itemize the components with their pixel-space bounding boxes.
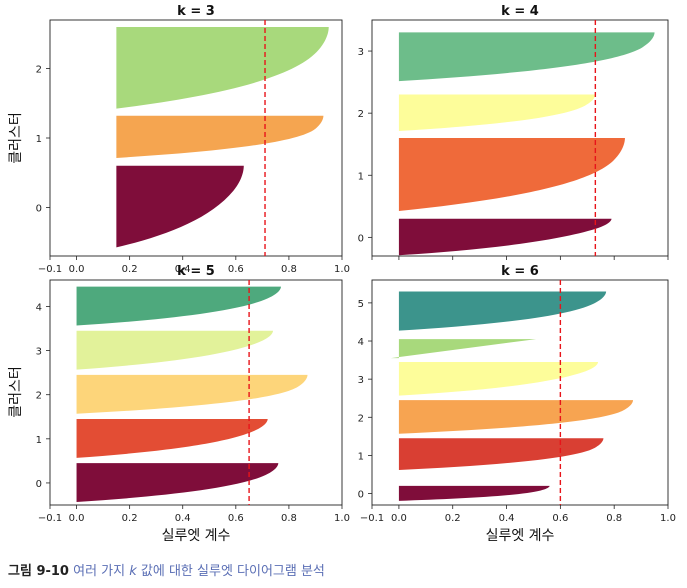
- caption-text-1: 여러 가지: [73, 564, 126, 579]
- x-tick-label: 0.2: [445, 513, 461, 524]
- cluster-4-silhouette: [390, 339, 537, 359]
- x-tick-label: 0.2: [122, 264, 138, 275]
- y-axis-label: 클러스터: [8, 366, 24, 418]
- y-tick-label: 2: [358, 413, 364, 424]
- x-tick-label: −0.1: [360, 513, 384, 524]
- y-tick-label: 0: [358, 233, 364, 244]
- cluster-0-silhouette: [76, 463, 279, 503]
- cluster-0-silhouette: [385, 218, 612, 256]
- figure-caption: 그림 9-10 여러 가지 k 값에 대한 실루엣 다이어그램 분석: [8, 560, 325, 579]
- x-tick-label: 0.0: [391, 513, 407, 524]
- x-axis-label: 실루엣 계수: [162, 528, 231, 544]
- cluster-2-silhouette: [398, 400, 634, 435]
- cluster-3-silhouette: [68, 330, 273, 371]
- x-tick-label: 0.0: [69, 513, 85, 524]
- caption-k: k: [129, 564, 137, 579]
- cluster-5-silhouette: [398, 291, 607, 332]
- x-tick-label: 0.0: [69, 264, 85, 275]
- x-tick-label: −0.1: [38, 264, 62, 275]
- x-tick-label: 0.4: [175, 264, 191, 275]
- cluster-3-silhouette: [398, 32, 655, 83]
- cluster-2-silhouette: [116, 26, 329, 111]
- plot-frame: [371, 279, 669, 506]
- cluster-4-silhouette: [76, 286, 281, 327]
- y-tick-label: 0: [36, 203, 42, 214]
- panel-2: k = 4 0 1 2 3: [358, 4, 669, 260]
- y-tick-label: 1: [36, 134, 42, 145]
- y-tick-label: 2: [358, 109, 364, 120]
- x-tick-label: 1.0: [660, 513, 676, 524]
- panel-title: k = 6: [501, 264, 539, 279]
- y-tick-label: 3: [36, 347, 42, 358]
- y-tick-label: 0: [358, 490, 364, 501]
- x-tick-label: 1.0: [334, 513, 350, 524]
- caption-number: 그림 9-10: [8, 564, 69, 579]
- cluster-1-silhouette: [398, 138, 625, 213]
- cluster-0-silhouette: [63, 165, 244, 250]
- y-axis-label: 클러스터: [8, 112, 24, 164]
- panel-4: k = 6 0 1 2 3 4 5 −0.1 0.0 0.2 0.4 0.6 0.8 1.0: [358, 264, 676, 524]
- x-tick-label: 0.4: [499, 513, 515, 524]
- y-tick-label: 1: [358, 451, 364, 462]
- plot-frame: [49, 279, 343, 506]
- y-tick-label: 1: [36, 435, 42, 446]
- x-tick-label: 0.6: [552, 513, 568, 524]
- panel-1: k = 3 0 1 2 −0.1 0.0 0.2 0.4 0.6 0.8 1.0: [36, 4, 350, 275]
- x-tick-label: 0.2: [122, 513, 138, 524]
- panel-3: k = 5 0 1 2 3 4 −0.1 0.0 0.2 0.4 0.6 0.8 1.0: [36, 264, 350, 524]
- cluster-1-silhouette: [71, 418, 268, 459]
- x-tick-label: 1.0: [334, 264, 350, 275]
- y-tick-label: 4: [358, 337, 364, 348]
- panel-title: k = 3: [177, 4, 215, 19]
- x-axis-label: 실루엣 계수: [486, 528, 555, 544]
- plot-frame: [371, 19, 669, 257]
- cluster-2-silhouette: [76, 374, 308, 415]
- x-tick-label: 0.8: [281, 264, 297, 275]
- x-tick-label: 0.6: [228, 513, 244, 524]
- panel-title: k = 4: [501, 4, 539, 19]
- y-tick-label: 2: [36, 391, 42, 402]
- x-tick-label: 0.6: [228, 264, 244, 275]
- cluster-1-silhouette: [398, 438, 604, 471]
- x-tick-label: 0.8: [606, 513, 622, 524]
- y-tick-label: 3: [358, 375, 364, 386]
- y-tick-label: 4: [36, 302, 42, 313]
- panel-title: k = 5: [177, 264, 215, 279]
- y-tick-label: 2: [36, 65, 42, 76]
- cluster-0-silhouette: [398, 485, 550, 502]
- y-tick-label: 1: [358, 171, 364, 182]
- x-tick-label: 0.4: [175, 513, 191, 524]
- x-tick-label: −0.1: [38, 513, 62, 524]
- y-tick-label: 0: [36, 479, 42, 490]
- caption-text-2: 값에 대한 실루엣 다이어그램 분석: [140, 564, 325, 579]
- y-tick-label: 3: [358, 47, 364, 58]
- x-tick-label: 0.8: [281, 513, 297, 524]
- y-tick-label: 5: [358, 299, 364, 310]
- cluster-1-silhouette: [116, 115, 324, 159]
- cluster-3-silhouette: [398, 361, 599, 397]
- cluster-2-silhouette: [398, 94, 596, 132]
